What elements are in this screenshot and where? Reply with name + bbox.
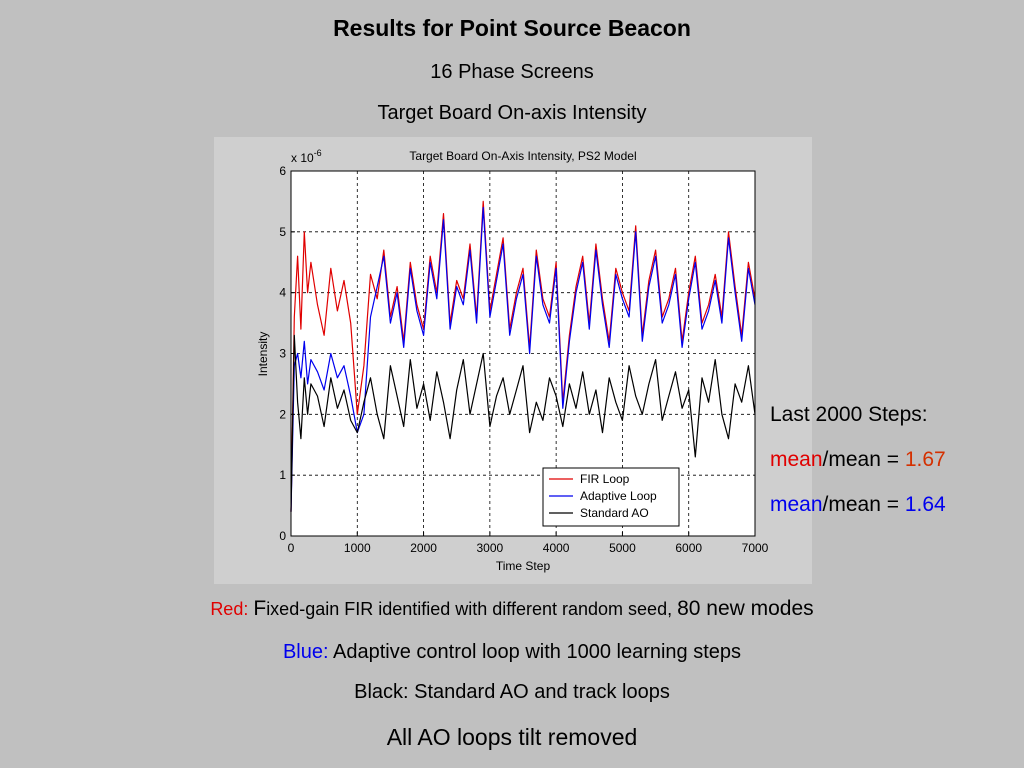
slide-subtitle-2: Target Board On-axis Intensity [377,102,647,124]
stats-value-adaptive: 1.64 [904,493,946,516]
legend-label-adaptive: Adaptive Loop [580,489,657,503]
y-tick-label: 5 [279,225,286,239]
x-tick-label: 1000 [344,541,371,555]
stats-rest-fir: /mean = [822,448,905,471]
y-tick-label: 2 [279,407,286,421]
x-tick-label: 2000 [410,541,437,555]
series-lines [290,200,756,512]
stats-panel: Last 2000 Steps: mean/mean = 1.67 mean/m… [770,400,946,535]
chart-figure: 0 1000 2000 3000 4000 5000 6000 7000 0 1 2 3 4 5 6 Tar… [214,137,812,584]
y-multiplier-label: x 10-6 [291,148,322,165]
stats-row-adaptive: mean/mean = 1.64 [770,490,946,535]
caption-red-modes: 80 new modes [677,597,814,620]
series-line-standard-ao [290,334,756,512]
stats-term-adaptive: mean [770,493,823,516]
y-tick-label: 3 [279,347,286,361]
series-line-fir-loop [290,200,756,512]
y-tick-label: 4 [279,286,286,300]
y-tick-label: 0 [279,529,286,543]
slide-title: Results for Point Source Beacon [333,15,691,41]
legend-box [542,467,680,527]
x-tick-label: 5000 [609,541,636,555]
caption-red: Red: Fixed-gain FIR identified with diff… [0,597,1024,621]
stats-rest-adaptive: /mean = [822,493,905,516]
caption-red-initial: F [253,597,267,620]
caption-black: Black: Standard AO and track loops [354,681,670,703]
x-axis-label: Time Step [496,559,551,573]
slide-subtitle: 16 Phase Screens [430,61,594,83]
footer-note: All AO loops tilt removed [386,724,638,750]
axis-ticks: 0 1000 2000 3000 4000 5000 6000 7000 0 1 2 3 4 5 6 [279,164,768,555]
caption-blue-prefix: Blue: [282,641,329,663]
caption-red-prefix: Red: [210,599,249,619]
series-line-adaptive-loop [290,206,756,512]
x-tick-label: 7000 [742,541,769,555]
stats-term-fir: mean [770,448,823,471]
x-tick-label: 6000 [675,541,702,555]
stats-header: Last 2000 Steps: [770,403,928,426]
y-axis-label: Intensity [256,332,270,377]
stats-row-fir: mean/mean = 1.67 [770,445,946,490]
caption-red-text: ixed-gain FIR identified with different … [266,599,678,619]
x-tick-label: 3000 [477,541,504,555]
chart-title: Target Board On-Axis Intensity, PS2 Mode… [409,149,636,163]
plot-area [290,170,756,537]
stats-value-fir: 1.67 [904,448,946,471]
x-tick-label: 0 [288,541,295,555]
x-tick-label: 4000 [543,541,570,555]
y-tick-label: 1 [279,468,286,482]
legend-label-standard: Standard AO [580,506,649,520]
caption-blue-text: Adaptive control loop with 1000 learning… [328,641,742,663]
intensity-chart: 0 1000 2000 3000 4000 5000 6000 7000 0 1 2 3 4 5 6 Tar… [256,148,769,573]
legend: FIR Loop Adaptive Loop Standard AO [542,467,680,527]
legend-label-fir: FIR Loop [580,472,630,486]
y-tick-label: 6 [279,164,286,178]
caption-blue: Blue: Adaptive control loop with 1000 le… [0,641,1024,664]
